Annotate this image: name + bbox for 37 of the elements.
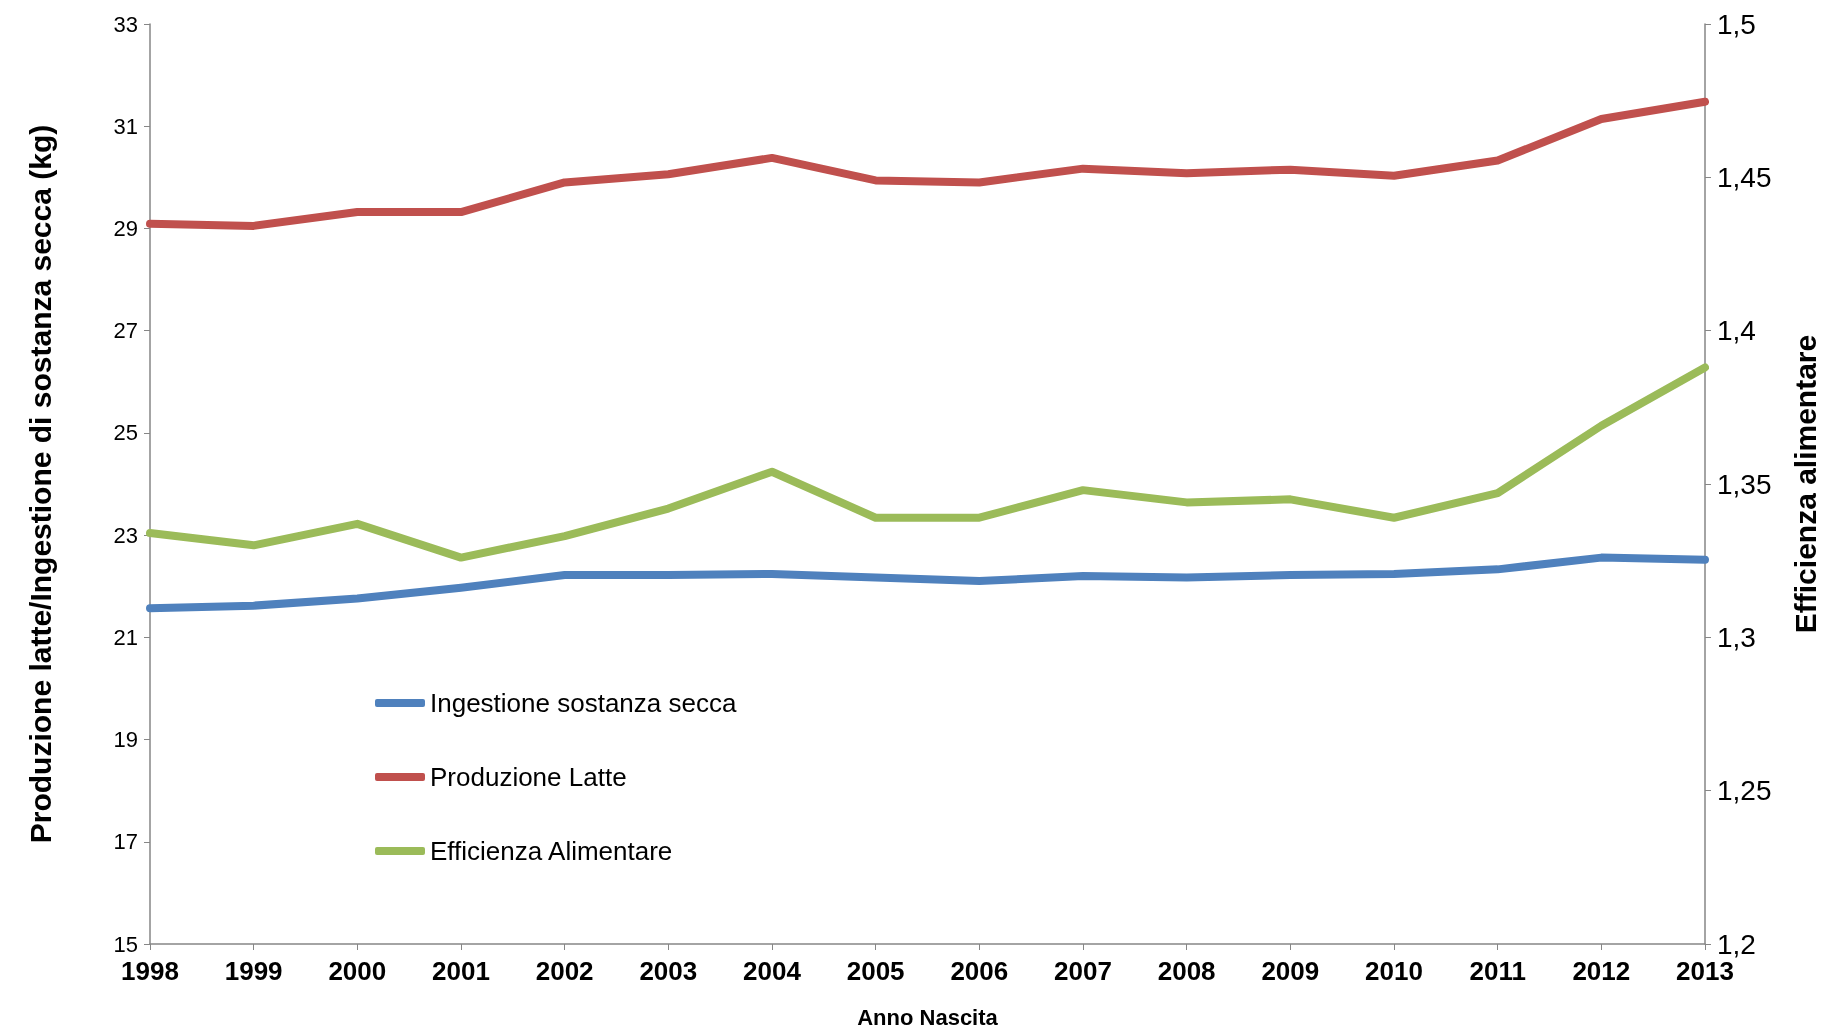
y-tick-label: 27 <box>113 318 138 344</box>
x-tick-label: 2002 <box>535 956 594 986</box>
y2-axis-title: Efficienza alimentare <box>1788 334 1822 634</box>
x-tick-label: 2004 <box>743 956 802 986</box>
y-tick-label: 15 <box>113 931 138 957</box>
x-tick-label: 2000 <box>328 956 387 986</box>
x-axis-title: Anno Nascita <box>857 1004 999 1030</box>
y2-tick-label: 1,5 <box>1717 8 1756 40</box>
x-tick-label: 2008 <box>1157 956 1216 986</box>
x-tick-label: 2005 <box>846 956 905 986</box>
y2-tick-label: 1,35 <box>1717 468 1772 500</box>
x-tick-label: 2001 <box>432 956 490 986</box>
legend-label: Ingestione sostanza secca <box>430 688 737 718</box>
legend-label: Produzione Latte <box>430 762 627 792</box>
y2-tick-label: 1,3 <box>1717 621 1756 653</box>
y-tick-label: 19 <box>113 727 138 753</box>
x-tick-label: 2003 <box>639 956 698 986</box>
x-tick-label: 1998 <box>121 956 179 986</box>
y-tick-label: 21 <box>113 624 138 650</box>
legend-label: Efficienza Alimentare <box>430 836 673 866</box>
y-tick-label: 29 <box>113 215 138 241</box>
y-tick-label: 23 <box>113 522 138 548</box>
y2-tick-label: 1,4 <box>1717 315 1756 347</box>
x-tick-label: 1999 <box>224 956 283 986</box>
y-axis-title: Produzione latte/Ingestione di sostanza secca (kg) <box>23 124 57 844</box>
y2-tick-label: 1,45 <box>1717 161 1772 193</box>
x-tick-label: 2011 <box>1469 956 1526 986</box>
y-tick-label: 17 <box>113 829 138 855</box>
x-tick-label: 2012 <box>1572 956 1631 986</box>
x-tick-label: 2006 <box>950 956 1009 986</box>
y-tick-label: 25 <box>113 420 138 446</box>
x-tick-label: 2009 <box>1261 956 1320 986</box>
y-tick-label: 31 <box>113 113 138 139</box>
x-tick-label: 2007 <box>1054 956 1112 986</box>
x-tick-label: 2010 <box>1365 956 1423 986</box>
y2-tick-label: 1,25 <box>1717 775 1772 807</box>
y-tick-label: 33 <box>113 11 138 37</box>
